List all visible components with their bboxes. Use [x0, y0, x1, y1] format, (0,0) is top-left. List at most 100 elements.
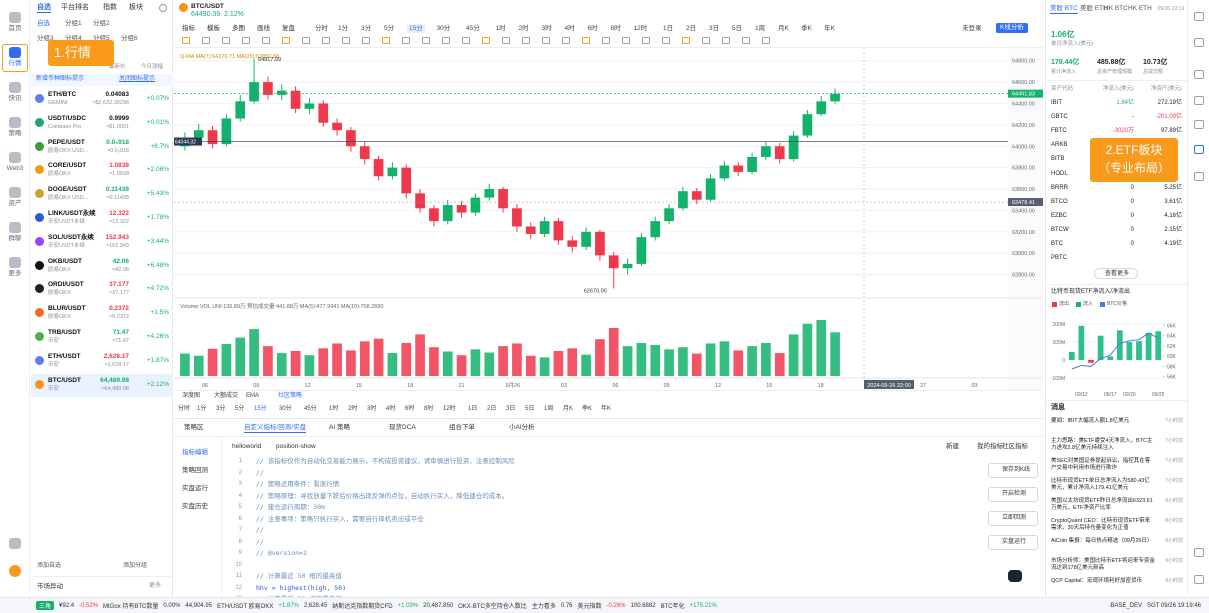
etf-tab[interactable]: 美股 ETH: [1080, 5, 1108, 12]
interval-button[interactable]: 30分: [436, 25, 451, 32]
interval-button[interactable]: 8时: [424, 406, 434, 412]
nav-label[interactable]: 更多: [8, 270, 22, 277]
news-text[interactable]: CryptoQuant CEO：比特币现货ETF带来需求，30天后持仓量变化为正…: [1051, 518, 1151, 531]
analysis-button[interactable]: K线分析: [996, 23, 1028, 33]
interval-button[interactable]: 3日: [506, 406, 516, 412]
news-text[interactable]: 主力思路：美ETF遭受4天净流入，BTC主力进攻2.8亿美元持续注入: [1051, 438, 1153, 451]
editor-side-item[interactable]: 实盘历史: [182, 503, 208, 510]
chart-tab[interactable]: 社区策略: [278, 393, 303, 399]
etf-tab[interactable]: 美股 BTC: [1050, 5, 1078, 14]
interval-button[interactable]: 1分: [338, 25, 349, 32]
chart-tab[interactable]: 深度图: [182, 393, 201, 399]
add-button[interactable]: 添加分组: [123, 563, 148, 569]
tool-button[interactable]: 模板: [207, 25, 220, 32]
nav-label[interactable]: 首页: [8, 25, 22, 32]
editor-button[interactable]: 保存到K线: [988, 463, 1038, 478]
watchlist-row[interactable]: ETH/BTC GEMINI 0.04083 ≈$2,632.39298 +0.07%: [31, 88, 173, 111]
watchlist-row[interactable]: OKB/USDT 欧易OKX 42.06 ≈42.06 +6.48%: [31, 255, 173, 278]
watchlist-tab[interactable]: 板块: [129, 4, 143, 11]
interval-button[interactable]: 3时: [541, 25, 552, 32]
editor-tab[interactable]: 组合下单: [449, 424, 475, 431]
chart-tab[interactable]: 大额成交: [214, 393, 239, 399]
editor-tab[interactable]: AI 策略: [329, 424, 350, 431]
etf-tab[interactable]: HK ETH: [1128, 5, 1152, 12]
group-tab[interactable]: 分组2: [93, 20, 110, 27]
editor-tab[interactable]: 自定义指标/回测/实盘: [244, 424, 307, 433]
interval-button[interactable]: 5日: [525, 406, 535, 412]
editor-action[interactable]: 新建: [946, 443, 959, 450]
watchlist-row[interactable]: TRB/USDT 币安 71.47 ≈71.47 +4.26%: [31, 326, 173, 349]
interval-button[interactable]: 2时: [518, 25, 529, 32]
interval-button[interactable]: 3日: [709, 25, 720, 32]
interval-button[interactable]: 4时: [386, 406, 396, 412]
interval-button[interactable]: 月K: [563, 406, 574, 412]
interval-button[interactable]: 6时: [587, 25, 598, 32]
editor-tab[interactable]: 小AI分析: [509, 424, 535, 431]
group-tab[interactable]: 分组4: [65, 35, 82, 42]
interval-button[interactable]: 月K: [778, 25, 789, 32]
tool-button[interactable]: 复盘: [282, 25, 295, 32]
interval-button[interactable]: 1日: [663, 25, 674, 32]
news-text[interactable]: QCP Capital：宏观环境利好加密货币: [1051, 578, 1142, 584]
interval-button[interactable]: 季K: [582, 406, 593, 412]
news-text[interactable]: 美SEC对美国证券提起诉讼，指控其在客户交易中利用市场进行欺诈: [1051, 458, 1151, 471]
nav-label[interactable]: Web3: [6, 165, 24, 172]
news-text[interactable]: 市场分析师：美国比特币ETF将迎来专资金流达到178亿美元新高: [1051, 558, 1155, 571]
file-tab[interactable]: position-show: [276, 443, 316, 450]
group-tab[interactable]: 分组6: [121, 35, 138, 42]
interval-button[interactable]: 5分: [235, 406, 245, 412]
watchlist-row[interactable]: DOGE/USDT 欧易OKX USD... 0.11438 ≈0.11438 +5.4…: [31, 183, 173, 206]
tool-button[interactable]: 画线: [257, 25, 270, 32]
watchlist-tab[interactable]: 自选: [37, 4, 51, 14]
editor-side-item[interactable]: 实盘运行: [182, 485, 208, 492]
watchlist-row[interactable]: ETH/USDT 币安 2,628.17 ≈2,628.17 +1.87%: [31, 350, 173, 373]
interval-button[interactable]: 2日: [686, 25, 697, 32]
editor-action[interactable]: 社区指标: [1002, 443, 1028, 450]
interval-button[interactable]: 分时: [178, 406, 191, 412]
interval-button[interactable]: 5日: [732, 25, 743, 32]
interval-button[interactable]: 2日: [487, 406, 497, 412]
banner-action[interactable]: 关闭图标提示: [119, 76, 156, 82]
interval-button[interactable]: 季K: [801, 25, 812, 32]
watchlist-row[interactable]: CORE/USDT 欧易OKX 1.0838 ≈1.0838 +2.06%: [31, 159, 173, 182]
more-button[interactable]: 查看更多: [1094, 268, 1138, 279]
interval-button[interactable]: 1日: [468, 406, 478, 412]
file-tab[interactable]: helloworld: [232, 443, 262, 450]
news-text[interactable]: 比特币现货ETF单日总净流入为580.43亿美元，累计净流入179.41亿美元: [1051, 478, 1150, 491]
nav-label[interactable]: 行情: [8, 60, 22, 67]
interval-button[interactable]: 3时: [367, 406, 377, 412]
editor-action[interactable]: 我的指标: [977, 443, 1003, 450]
interval-button[interactable]: 15分: [254, 406, 267, 412]
watchlist-row[interactable]: BLUR/USDT 欧易OKX 0.2372 ≈0.2372 +1.5%: [31, 302, 173, 325]
watchlist-row[interactable]: SOL/USDT永续 币安USDT永续 152.943 ≈152.943 +3.44%: [31, 231, 173, 254]
interval-button[interactable]: 45分: [304, 406, 317, 412]
interval-button[interactable]: 45分: [466, 25, 480, 32]
interval-button[interactable]: 2时: [348, 406, 358, 412]
editor-button[interactable]: 立即回测: [988, 511, 1038, 526]
interval-button[interactable]: 分时: [315, 25, 328, 32]
editor-button[interactable]: 开启检测: [988, 487, 1038, 502]
chart-tab[interactable]: EMA: [246, 393, 260, 399]
nav-label[interactable]: 策略: [8, 130, 22, 137]
group-tab[interactable]: 自选: [37, 20, 50, 27]
etf-tab[interactable]: HK BTC: [1104, 5, 1128, 12]
interval-button[interactable]: 15分: [407, 25, 425, 33]
nav-label[interactable]: 快讯: [8, 95, 22, 102]
interval-button[interactable]: 1周: [544, 406, 554, 412]
editor-tab[interactable]: 策略区: [184, 424, 204, 431]
interval-button[interactable]: 1时: [495, 25, 506, 32]
watchlist-row[interactable]: USDT/USDC Coinbase Pro 0.9999 ≈$1.0001 +0.01…: [31, 112, 173, 135]
news-text[interactable]: 美国以太坊现货ETF昨日总净流出6323.61万美元，ETF净资产比率: [1051, 498, 1153, 511]
watchlist-row[interactable]: ORDI/USDT 欧易OKX 37.177 ≈37.177 +4.72%: [31, 278, 173, 301]
tool-button[interactable]: 多图: [232, 25, 245, 32]
editor-button[interactable]: 实盘运行: [988, 535, 1038, 550]
interval-button[interactable]: 1周: [755, 25, 766, 32]
interval-button[interactable]: 12时: [633, 25, 648, 32]
nav-label[interactable]: 资产: [8, 200, 22, 207]
watchlist-row[interactable]: LINK/USDT永续 币安USDT永续 12.322 ≈12.322 +1.78%: [31, 207, 173, 230]
news-text[interactable]: AiCoin 集报：每日热点精选（09月26日）: [1051, 538, 1153, 544]
interval-button[interactable]: 1分: [197, 406, 207, 412]
group-tab[interactable]: 分组1: [65, 20, 82, 27]
add-button[interactable]: 添加自选: [37, 563, 62, 569]
editor-side-item[interactable]: 策略回测: [182, 467, 208, 474]
